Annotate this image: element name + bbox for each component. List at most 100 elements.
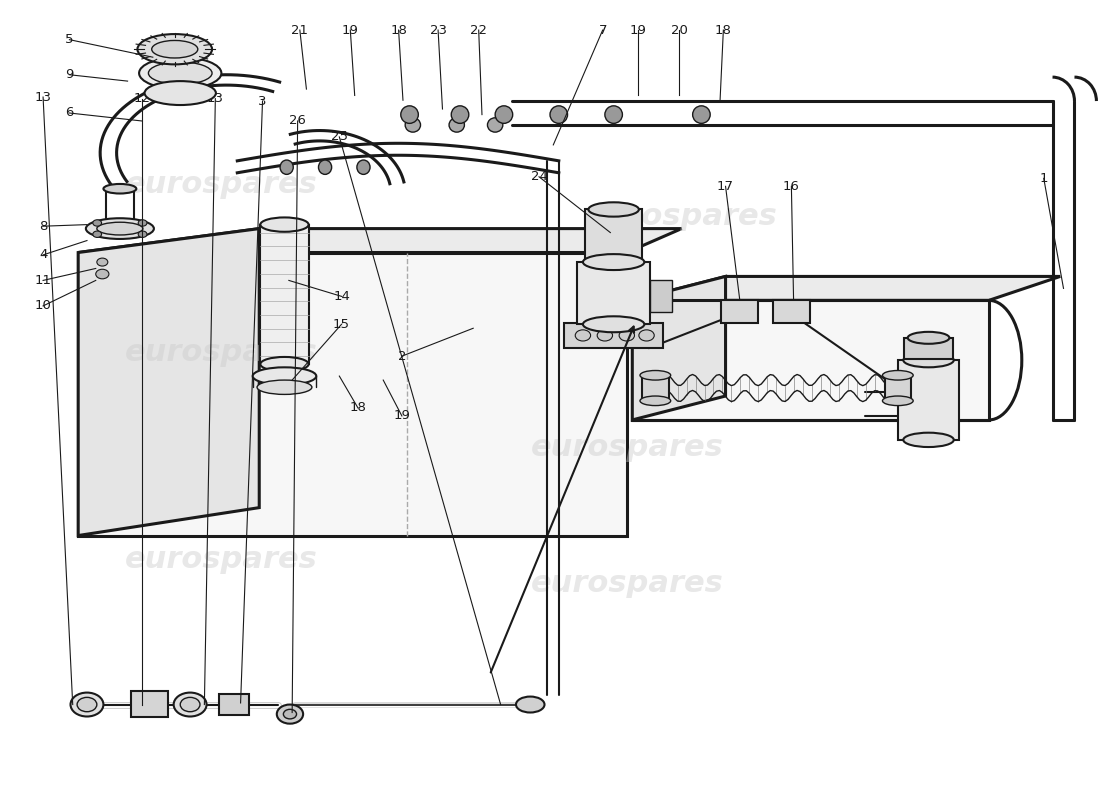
Text: 2: 2 bbox=[397, 350, 406, 362]
Circle shape bbox=[92, 231, 101, 238]
Text: 9: 9 bbox=[65, 68, 74, 82]
Ellipse shape bbox=[77, 698, 97, 712]
Ellipse shape bbox=[495, 106, 513, 123]
Ellipse shape bbox=[903, 353, 954, 367]
Text: 12: 12 bbox=[133, 92, 151, 105]
Ellipse shape bbox=[261, 218, 309, 232]
Bar bbox=[642, 375, 669, 401]
Ellipse shape bbox=[583, 254, 645, 270]
Ellipse shape bbox=[693, 106, 711, 123]
Bar bbox=[131, 691, 168, 718]
Ellipse shape bbox=[449, 118, 464, 132]
Circle shape bbox=[139, 220, 147, 226]
Ellipse shape bbox=[86, 218, 154, 239]
Ellipse shape bbox=[908, 332, 949, 344]
Bar bbox=[650, 281, 672, 312]
Text: 22: 22 bbox=[470, 23, 487, 37]
Ellipse shape bbox=[605, 106, 623, 123]
Circle shape bbox=[92, 220, 101, 226]
Text: eurospares: eurospares bbox=[530, 434, 723, 462]
Ellipse shape bbox=[103, 184, 136, 194]
Ellipse shape bbox=[451, 106, 469, 123]
Ellipse shape bbox=[280, 160, 294, 174]
Text: 21: 21 bbox=[292, 23, 308, 37]
Text: 19: 19 bbox=[342, 23, 359, 37]
Polygon shape bbox=[632, 277, 726, 420]
Text: 18: 18 bbox=[350, 402, 366, 414]
Ellipse shape bbox=[583, 316, 645, 332]
Ellipse shape bbox=[400, 106, 418, 123]
Text: 13: 13 bbox=[34, 90, 52, 103]
Text: 1: 1 bbox=[1040, 172, 1048, 185]
Text: 24: 24 bbox=[530, 170, 548, 183]
Text: 26: 26 bbox=[289, 114, 306, 127]
Text: eurospares: eurospares bbox=[124, 338, 317, 366]
Text: 20: 20 bbox=[671, 23, 688, 37]
Bar bbox=[904, 338, 953, 358]
Circle shape bbox=[639, 330, 654, 341]
Text: 19: 19 bbox=[629, 23, 646, 37]
Circle shape bbox=[284, 710, 297, 719]
Text: 3: 3 bbox=[258, 94, 267, 107]
Text: 23: 23 bbox=[430, 23, 447, 37]
Ellipse shape bbox=[588, 202, 639, 217]
Circle shape bbox=[597, 330, 613, 341]
Bar bbox=[722, 299, 759, 323]
Ellipse shape bbox=[405, 118, 420, 132]
Ellipse shape bbox=[148, 62, 212, 84]
Ellipse shape bbox=[882, 396, 913, 406]
Circle shape bbox=[575, 330, 591, 341]
Circle shape bbox=[619, 330, 635, 341]
Circle shape bbox=[277, 705, 304, 724]
Ellipse shape bbox=[640, 396, 671, 406]
Ellipse shape bbox=[882, 370, 913, 380]
Circle shape bbox=[97, 258, 108, 266]
Text: 10: 10 bbox=[34, 299, 52, 313]
Text: 7: 7 bbox=[598, 23, 607, 37]
Text: 19: 19 bbox=[394, 410, 410, 422]
Bar bbox=[585, 210, 642, 259]
Bar bbox=[261, 225, 309, 364]
Bar bbox=[219, 694, 250, 715]
Text: 4: 4 bbox=[39, 249, 47, 262]
Circle shape bbox=[139, 231, 147, 238]
Text: 16: 16 bbox=[783, 180, 800, 193]
Text: eurospares: eurospares bbox=[530, 569, 723, 598]
Ellipse shape bbox=[487, 118, 503, 132]
Ellipse shape bbox=[319, 160, 332, 174]
Ellipse shape bbox=[257, 380, 312, 394]
Text: 5: 5 bbox=[65, 33, 74, 46]
Ellipse shape bbox=[640, 370, 671, 380]
Polygon shape bbox=[78, 229, 260, 535]
Ellipse shape bbox=[144, 81, 216, 105]
Text: eurospares: eurospares bbox=[124, 170, 317, 199]
Text: 13: 13 bbox=[207, 92, 223, 105]
Polygon shape bbox=[632, 277, 1060, 300]
Text: 18: 18 bbox=[715, 23, 732, 37]
Text: 8: 8 bbox=[39, 220, 47, 233]
Text: 14: 14 bbox=[333, 290, 350, 303]
Ellipse shape bbox=[356, 160, 370, 174]
Ellipse shape bbox=[70, 693, 103, 717]
Circle shape bbox=[96, 270, 109, 279]
Ellipse shape bbox=[139, 57, 221, 89]
Bar bbox=[898, 360, 959, 440]
Ellipse shape bbox=[253, 367, 317, 385]
Polygon shape bbox=[632, 300, 989, 420]
Text: 17: 17 bbox=[717, 180, 734, 193]
Bar bbox=[884, 375, 911, 401]
Text: 15: 15 bbox=[333, 318, 350, 330]
Ellipse shape bbox=[152, 41, 198, 58]
Text: 25: 25 bbox=[331, 130, 348, 143]
Polygon shape bbox=[78, 229, 682, 253]
Ellipse shape bbox=[180, 698, 200, 712]
Ellipse shape bbox=[261, 357, 309, 371]
Text: eurospares: eurospares bbox=[585, 202, 778, 231]
Text: 11: 11 bbox=[34, 274, 52, 287]
Ellipse shape bbox=[516, 697, 544, 713]
Bar bbox=[578, 262, 650, 324]
Bar bbox=[564, 322, 663, 348]
Ellipse shape bbox=[97, 222, 143, 235]
Ellipse shape bbox=[174, 693, 207, 717]
Ellipse shape bbox=[903, 433, 954, 447]
